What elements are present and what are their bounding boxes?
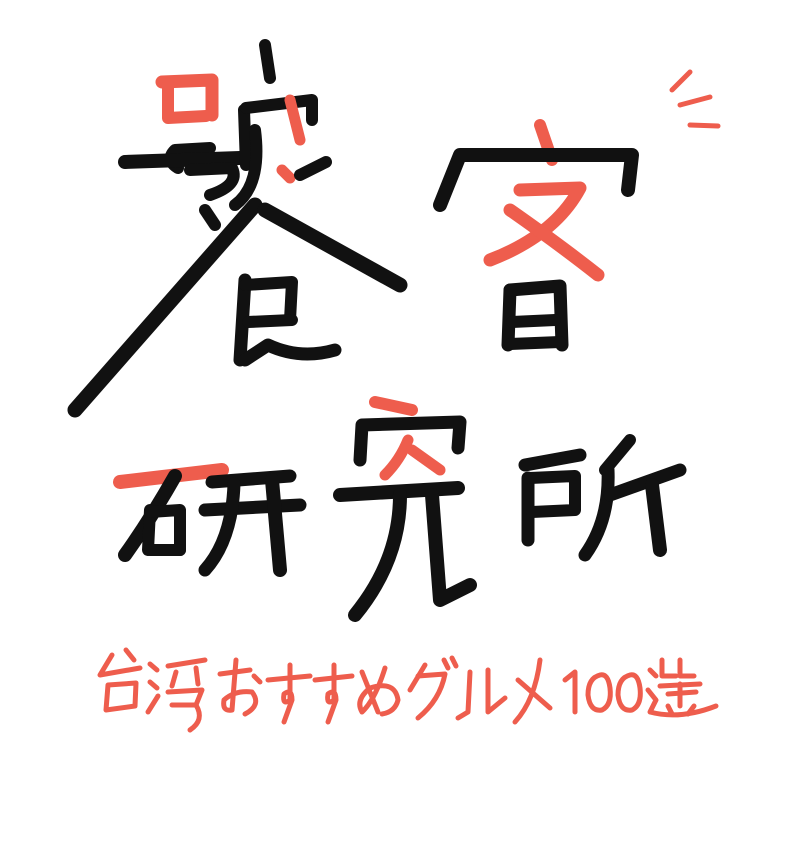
character-tao xyxy=(67,39,408,418)
character-ke xyxy=(433,69,721,352)
character-suo xyxy=(518,434,687,562)
subtitle-lettering xyxy=(97,647,719,733)
character-jiu xyxy=(333,396,477,622)
character-yan xyxy=(113,463,307,577)
subtitle-text: 台湾おすすめグルメ100選 xyxy=(400,838,412,841)
